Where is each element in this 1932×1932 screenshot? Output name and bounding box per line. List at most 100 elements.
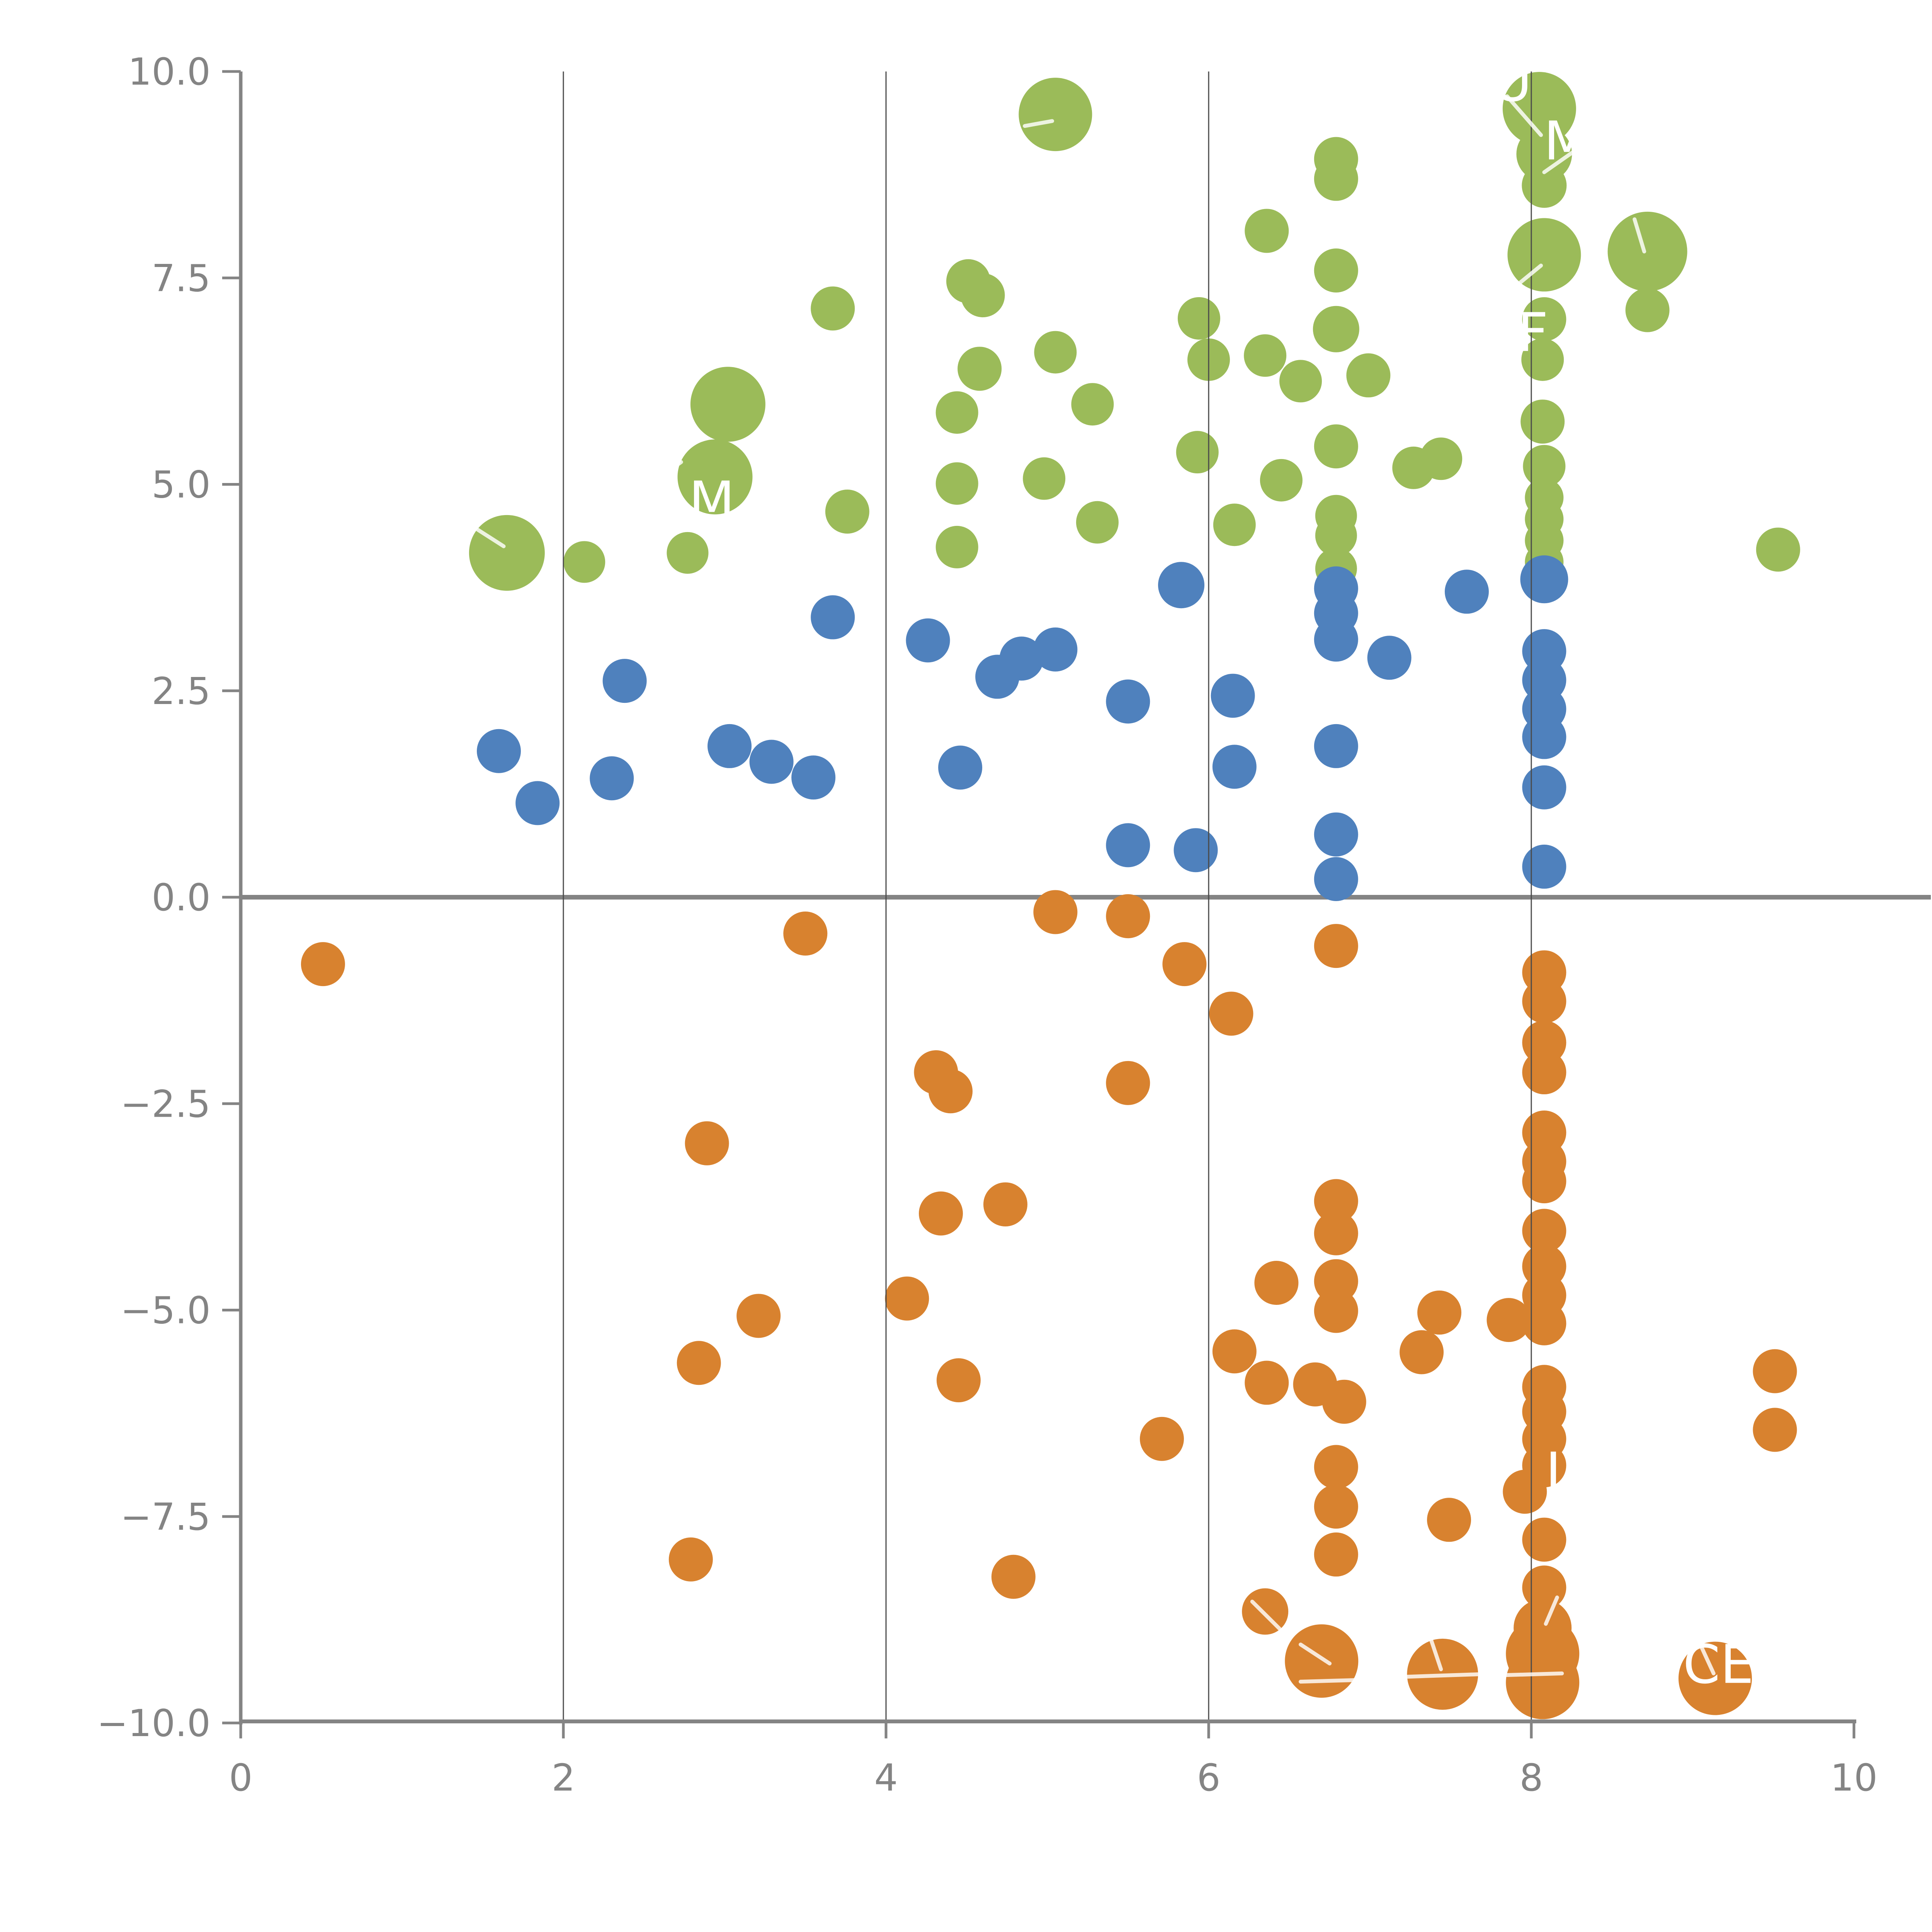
data-point-green (1756, 527, 1800, 572)
data-point-green (1625, 288, 1670, 332)
data-point-orange (1033, 890, 1078, 934)
data-point-green (1245, 209, 1289, 253)
annotation-leader-line (1542, 149, 1577, 174)
data-point-blue (1106, 823, 1150, 867)
data-point-green (935, 526, 978, 568)
x-tick-label-0: 0 (229, 1756, 252, 1799)
data-point-orange (1245, 1361, 1289, 1405)
data-point-orange (1486, 1298, 1531, 1342)
data-point-green (690, 367, 765, 442)
annotation-label-CE: CE (1683, 1633, 1754, 1696)
data-point-orange (1106, 894, 1150, 939)
data-point-green (1315, 514, 1357, 556)
data-point-green (1522, 163, 1567, 208)
data-point-blue (1520, 555, 1568, 604)
annotation-leader-line (1505, 1671, 1564, 1677)
data-point-green (1213, 503, 1256, 546)
data-point-blue (1033, 627, 1078, 672)
data-point-orange (1506, 1646, 1580, 1719)
data-point-orange (1400, 1330, 1444, 1374)
annotation-label-L: L (1546, 1441, 1575, 1503)
data-point-blue (515, 781, 560, 825)
data-point-orange (983, 1182, 1027, 1226)
data-point-blue (1522, 715, 1566, 759)
x-tick-label-8: 8 (1519, 1756, 1543, 1799)
annotation-leader-line (1699, 1643, 1716, 1675)
annotation-leader-line (1298, 1642, 1332, 1666)
annotation-label-M: M (689, 470, 735, 532)
data-point-green (563, 541, 605, 583)
data-point-orange (1427, 1498, 1471, 1542)
data-point-orange (1162, 942, 1207, 986)
data-point-blue (477, 729, 521, 773)
y-tick-label-−10.0: −10.0 (97, 1702, 211, 1745)
annotation-label-M: M (1544, 110, 1590, 172)
data-point-green (825, 490, 869, 534)
y-tick-label-7.5: 7.5 (151, 257, 211, 300)
data-point-orange (783, 912, 828, 956)
data-point-orange (1522, 1517, 1566, 1562)
data-point-orange (1314, 1485, 1358, 1529)
data-point-orange (1753, 1408, 1797, 1452)
data-point-green (1507, 218, 1581, 292)
data-point-green (1076, 501, 1119, 544)
y-tick-label-5.0: 5.0 (151, 463, 211, 507)
data-point-green (1607, 211, 1687, 291)
data-point-blue (999, 636, 1044, 681)
data-point-orange (1212, 1329, 1257, 1374)
annotation-leader-line (1023, 119, 1054, 128)
data-point-blue (602, 659, 647, 703)
x-tick-label-6: 6 (1197, 1756, 1220, 1799)
x-tick-label-4: 4 (874, 1756, 898, 1799)
data-point-green (1420, 437, 1463, 480)
data-point-orange (1314, 1532, 1358, 1577)
data-point-green (1521, 338, 1564, 381)
data-point-green (1313, 306, 1359, 352)
data-point-orange (1254, 1260, 1299, 1305)
annotation-leader-line (1298, 1678, 1359, 1684)
data-point-green (1346, 353, 1391, 398)
data-point-green (1520, 400, 1565, 444)
data-point-orange (1522, 1050, 1566, 1095)
data-point-orange (885, 1276, 929, 1321)
data-point-blue (1212, 745, 1257, 789)
data-point-green (1314, 156, 1358, 201)
data-point-green (1244, 334, 1287, 377)
data-point-orange (1314, 1179, 1358, 1223)
annotation-leader-line (476, 528, 506, 548)
data-point-orange (1106, 1061, 1150, 1105)
data-point-orange (1522, 1209, 1566, 1253)
data-point-blue (938, 745, 983, 790)
data-point-blue (1314, 724, 1358, 768)
data-point-green (677, 439, 753, 515)
data-point-green (1279, 360, 1322, 403)
data-point-orange (1242, 1588, 1289, 1635)
data-point-orange (301, 942, 345, 986)
data-point-orange (1314, 1211, 1358, 1255)
y-tick-label-−2.5: −2.5 (121, 1082, 211, 1126)
y-tick-label-−7.5: −7.5 (121, 1495, 211, 1539)
data-point-orange (1139, 1417, 1184, 1461)
data-point-blue (1106, 679, 1150, 724)
data-point-green (1314, 248, 1358, 293)
data-point-orange (1522, 979, 1566, 1024)
data-point-orange (1322, 1379, 1366, 1424)
data-point-blue (590, 756, 634, 801)
annotation-leader-line (1505, 94, 1543, 137)
data-point-green (1176, 431, 1219, 474)
data-point-blue (749, 740, 794, 784)
data-point-green (1071, 383, 1114, 426)
data-point-blue (906, 618, 950, 663)
data-point-green (1314, 424, 1358, 469)
data-point-blue (791, 755, 836, 800)
data-point-green (1523, 445, 1566, 488)
data-point-green (1019, 78, 1092, 151)
x-tick-label-2: 2 (551, 1756, 575, 1799)
annotation-leader-line (1515, 264, 1543, 287)
annotation-leader-line (655, 460, 683, 481)
data-point-orange (1314, 1445, 1358, 1489)
data-point-green (1522, 297, 1566, 342)
data-point-orange (1209, 992, 1253, 1036)
data-point-orange (1314, 924, 1358, 968)
